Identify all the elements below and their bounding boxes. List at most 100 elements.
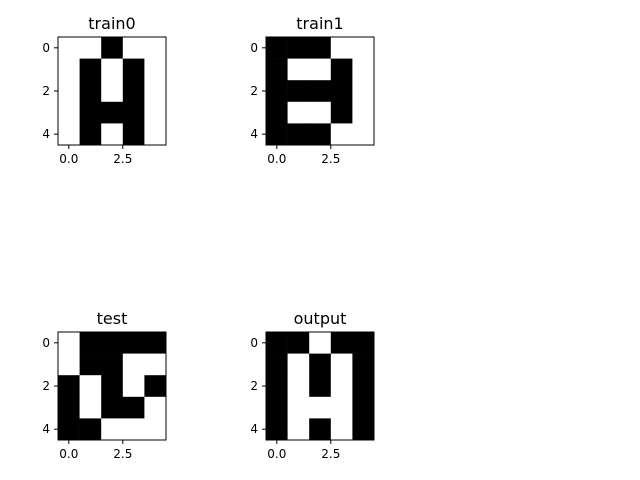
heatmap-cell xyxy=(122,37,145,59)
heatmap-cell xyxy=(330,58,353,81)
heatmap-cell xyxy=(144,396,167,419)
x-tick-label: 0.0 xyxy=(267,152,286,166)
heatmap-cell xyxy=(309,37,332,59)
heatmap-cell xyxy=(144,101,167,124)
heatmap-cell xyxy=(79,418,102,441)
y-tick-label: 0 xyxy=(250,336,258,350)
heatmap-cell xyxy=(79,123,102,146)
heatmap-cell xyxy=(266,353,288,376)
heatmap-cell xyxy=(287,353,310,376)
y-tick-label: 2 xyxy=(42,379,50,393)
y-tick-label: 4 xyxy=(42,422,50,436)
y-tick-label: 4 xyxy=(250,127,258,141)
heatmap-cell xyxy=(122,396,145,419)
heatmap-cell xyxy=(330,101,353,124)
panel-title: test xyxy=(97,309,128,328)
heatmap-cell xyxy=(79,37,102,59)
y-tick-label: 2 xyxy=(250,84,258,98)
x-tick-label: 0.0 xyxy=(59,447,78,461)
heatmap-cell xyxy=(309,375,332,398)
heatmap-cell xyxy=(122,375,145,398)
heatmap-cell xyxy=(101,418,124,441)
heatmap-cell xyxy=(309,418,332,441)
heatmap-cell xyxy=(352,375,375,398)
heatmap-cell xyxy=(287,37,310,59)
heatmap-cell xyxy=(266,375,288,398)
heatmap-cell xyxy=(287,58,310,81)
heatmap-cell xyxy=(144,375,167,398)
heatmap-cell xyxy=(122,332,145,354)
subplot-panels: train0 0.0 2.5 0 2 4 train1 0.0 2.5 0 2 4 test 0.0 2.5… xyxy=(42,14,375,461)
heatmap-cell xyxy=(330,37,353,59)
heatmap-cell xyxy=(330,123,353,146)
heatmap-cell xyxy=(101,101,124,124)
heatmap-cell xyxy=(58,58,80,81)
heatmap-cell xyxy=(330,375,353,398)
heatmap-cell xyxy=(352,123,375,146)
y-tick-label: 2 xyxy=(42,84,50,98)
heatmap-cell xyxy=(58,418,80,441)
heatmap-cell xyxy=(266,101,288,124)
heatmap-cell xyxy=(144,353,167,376)
heatmap-cell xyxy=(266,396,288,419)
heatmap-cell xyxy=(101,58,124,81)
heatmap-cell xyxy=(144,80,167,103)
heatmap-cell xyxy=(287,101,310,124)
heatmap-cell xyxy=(79,375,102,398)
heatmap-cell xyxy=(79,58,102,81)
heatmap-cell xyxy=(352,396,375,419)
heatmap-cell xyxy=(287,332,310,354)
heatmap-cell xyxy=(122,353,145,376)
x-tick-label: 2.5 xyxy=(113,447,132,461)
x-tick-label: 2.5 xyxy=(113,152,132,166)
x-tick-label: 0.0 xyxy=(267,447,286,461)
heatmap-cell xyxy=(287,396,310,419)
heatmap-cell xyxy=(266,123,288,146)
heatmap-panel-train1: train1 0.0 2.5 0 2 4 xyxy=(250,14,375,166)
heatmap-cell xyxy=(79,332,102,354)
heatmap-cell xyxy=(266,80,288,103)
heatmap-cell xyxy=(309,396,332,419)
heatmap-cell xyxy=(144,418,167,441)
heatmap-cell xyxy=(79,80,102,103)
heatmap-cell xyxy=(79,396,102,419)
heatmap-cell xyxy=(122,418,145,441)
heatmap-cell xyxy=(58,396,80,419)
heatmap-cell xyxy=(287,375,310,398)
heatmap-cell xyxy=(309,80,332,103)
heatmap-cell xyxy=(309,332,332,354)
y-tick-label: 0 xyxy=(42,41,50,55)
heatmap-cell xyxy=(287,123,310,146)
heatmap-cell xyxy=(352,58,375,81)
x-tick-label: 2.5 xyxy=(321,447,340,461)
heatmap-cell xyxy=(144,123,167,146)
heatmap-cell xyxy=(266,37,288,59)
heatmap-cell xyxy=(79,101,102,124)
heatmap-cell xyxy=(352,332,375,354)
heatmap-cell xyxy=(352,101,375,124)
heatmap-cell xyxy=(144,332,167,354)
heatmap-cell xyxy=(266,58,288,81)
x-tick-label: 2.5 xyxy=(321,152,340,166)
heatmap-cell xyxy=(101,353,124,376)
heatmap-cell xyxy=(101,332,124,354)
x-tick-label: 0.0 xyxy=(59,152,78,166)
heatmap-cell xyxy=(101,37,124,59)
panel-title: train1 xyxy=(296,14,343,33)
heatmap-cell xyxy=(330,396,353,419)
panel-title: train0 xyxy=(88,14,135,33)
heatmap-cell xyxy=(352,418,375,441)
y-tick-label: 0 xyxy=(250,41,258,55)
heatmap-cell xyxy=(101,396,124,419)
heatmap-panel-train0: train0 0.0 2.5 0 2 4 xyxy=(42,14,167,166)
heatmap-cell xyxy=(330,80,353,103)
y-tick-label: 4 xyxy=(250,422,258,436)
heatmap-cell xyxy=(58,101,80,124)
heatmap-cell xyxy=(266,332,288,354)
y-tick-label: 0 xyxy=(42,336,50,350)
heatmap-cell xyxy=(144,37,167,59)
heatmap-cell xyxy=(58,37,80,59)
heatmap-cell xyxy=(58,123,80,146)
heatmap-panel-output: output 0.0 2.5 0 2 4 xyxy=(250,309,375,461)
